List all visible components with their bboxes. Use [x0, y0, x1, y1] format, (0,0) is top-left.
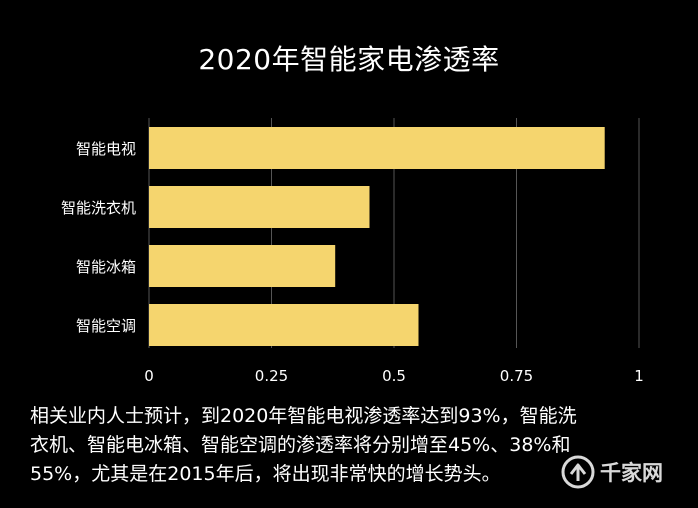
chart-title: 2020年智能家电渗透率 [198, 43, 500, 76]
caption-line-1: 相关业内人士预计，到2020年智能电视渗透率达到93%，智能洗 [30, 405, 577, 427]
category-label: 智能电视 [76, 140, 136, 158]
watermark: 千家网 [560, 452, 692, 492]
x-tick-label: 0 [144, 367, 154, 385]
logo-icon [561, 455, 595, 489]
caption-line-3: 55%，尤其是在2015年后，将出现非常快的增长势头。 [30, 463, 501, 485]
x-tick-label: 1 [634, 367, 644, 385]
category-label: 智能冰箱 [76, 258, 136, 276]
bar [149, 127, 605, 169]
bar [149, 186, 370, 228]
x-tick-label: 0.25 [255, 367, 288, 385]
watermark-text: 千家网 [600, 461, 663, 485]
bar [149, 245, 336, 287]
bar [149, 304, 419, 346]
x-tick-label: 0.75 [500, 367, 533, 385]
caption: 相关业内人士预计，到2020年智能电视渗透率达到93%，智能洗 衣机、智能电冰箱… [30, 402, 680, 489]
category-label: 智能洗衣机 [61, 199, 136, 217]
category-label: 智能空调 [76, 317, 136, 335]
caption-line-2: 衣机、智能电冰箱、智能空调的渗透率将分别增至45%、38%和 [30, 434, 571, 456]
x-tick-label: 0.5 [382, 367, 406, 385]
